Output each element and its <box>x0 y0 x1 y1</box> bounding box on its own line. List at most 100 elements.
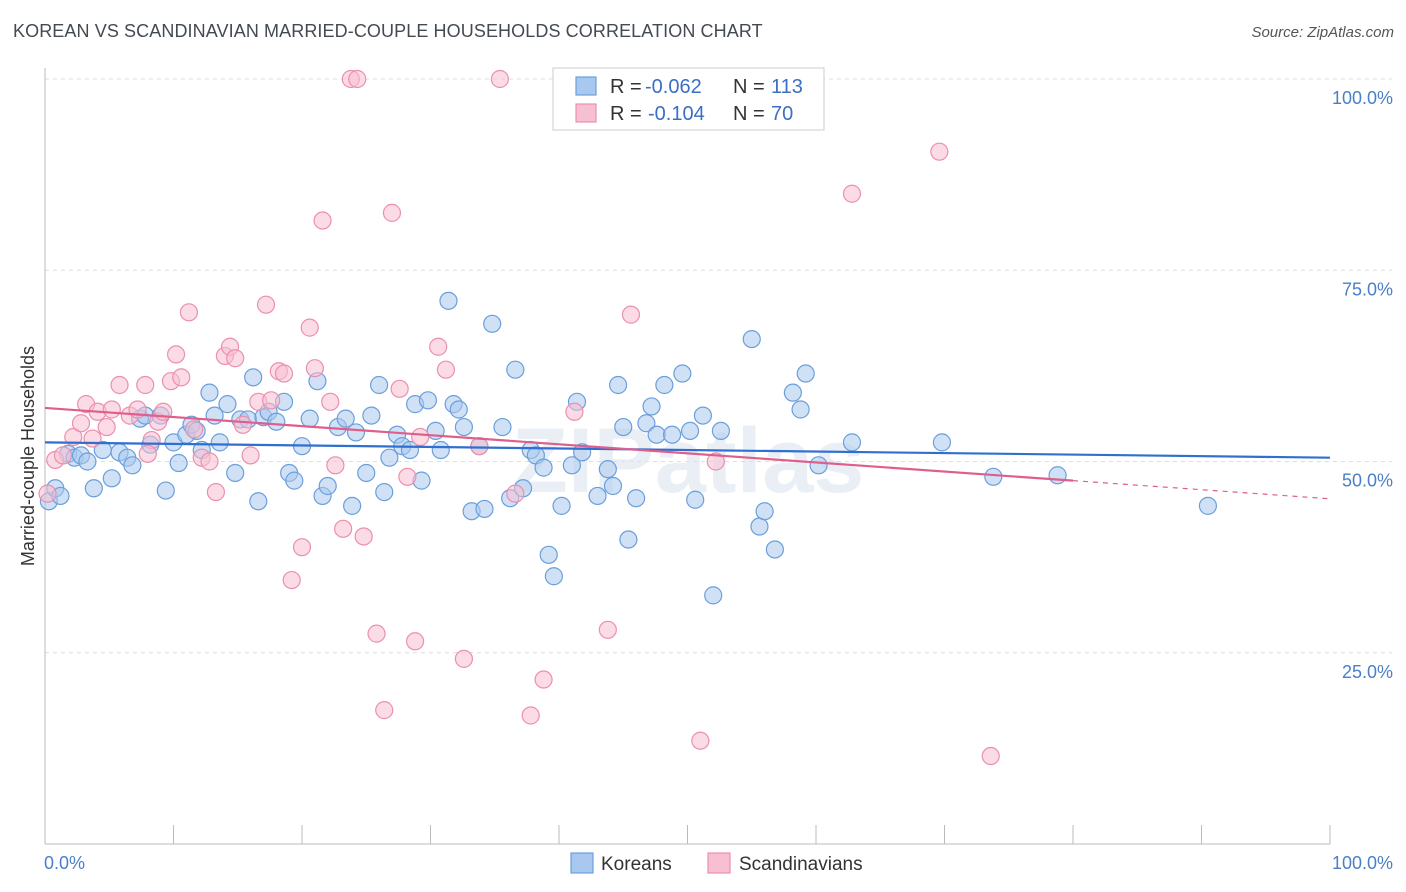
korean-point <box>483 314 502 333</box>
korean-point <box>493 417 512 437</box>
scandinavian-point <box>313 211 332 230</box>
korean-point <box>662 425 682 444</box>
korean-point <box>686 490 705 509</box>
scandinavian-point <box>382 203 402 222</box>
korean-point <box>765 540 784 559</box>
bottom-legend: Koreans Scandinavians <box>570 852 863 875</box>
scandinavian-point <box>305 359 324 378</box>
korean-point <box>439 291 458 310</box>
bottom-legend-label-scandinavians: Scandinavians <box>739 854 863 875</box>
korean-point <box>343 496 362 515</box>
korean-point <box>603 476 623 496</box>
scandinavian-point <box>706 452 725 471</box>
y-tick-label: 25.0% <box>1342 662 1393 682</box>
scandinavian-point <box>930 142 949 161</box>
legend-n-label-scandinavians: N = <box>733 103 765 125</box>
chart-title: KOREAN VS SCANDINAVIAN MARRIED-COUPLE HO… <box>13 21 763 41</box>
korean-point <box>169 453 188 473</box>
scandinavian-point <box>490 69 509 89</box>
korean-point <box>598 460 617 479</box>
scandinavian-point <box>411 427 430 447</box>
korean-point <box>226 463 245 483</box>
scandinavian-point <box>367 624 386 643</box>
korean-point <box>84 479 103 498</box>
legend-n-label-koreans: N = <box>733 76 765 98</box>
korean-point <box>562 456 581 475</box>
scandinavian-point <box>97 417 116 437</box>
scandinavian-point <box>71 414 91 433</box>
scandinavian-point <box>375 701 394 720</box>
scandinavian-point <box>398 467 417 486</box>
trend-lines <box>44 406 1331 500</box>
korean-point <box>506 360 525 379</box>
legend-swatch-koreans <box>575 76 597 96</box>
scandinavian-point <box>429 337 448 356</box>
scandinavian-point <box>206 483 226 502</box>
korean-point <box>285 471 304 490</box>
scandinavian-point <box>521 706 540 725</box>
korean-point <box>357 463 376 483</box>
y-axis-title: Married-couple Households <box>18 346 38 566</box>
korean-point <box>932 433 952 452</box>
scandinavian-point <box>454 649 474 668</box>
korean-point <box>1198 496 1218 515</box>
y-tick-label: 100.0% <box>1332 88 1393 108</box>
korean-point <box>249 492 268 511</box>
korean-point <box>704 586 723 605</box>
scandinavian-point <box>321 392 340 411</box>
scandinavian-point <box>621 305 641 324</box>
scandinavian-point <box>200 452 219 471</box>
korean-point <box>755 502 774 521</box>
korean-point <box>783 383 802 402</box>
trend-line-extension-scandinavians <box>1072 480 1331 500</box>
korean-point <box>750 517 769 536</box>
scandinavian-point <box>334 519 353 538</box>
scandinavian-point <box>38 484 57 503</box>
scandinavian-point <box>534 670 553 689</box>
korean-point <box>318 476 337 496</box>
scandinavian-point <box>64 427 83 447</box>
korean-point <box>210 433 229 452</box>
legend-swatch-scandinavians <box>575 103 597 123</box>
tick-labels: 25.0% 50.0% 75.0% 100.0% 0.0% 100.0% <box>44 88 1393 873</box>
korean-point <box>673 364 692 383</box>
scandinavian-point <box>354 527 373 546</box>
scandinavian-point <box>166 345 186 364</box>
korean-point <box>842 433 862 452</box>
scandinavian-point <box>262 391 281 410</box>
legend-r-label-scandinavians: R = <box>610 103 642 125</box>
korean-point <box>809 456 828 475</box>
korean-point <box>680 421 700 440</box>
korean-point <box>475 499 494 519</box>
korean-point <box>609 375 628 395</box>
scandinavian-point <box>842 184 862 203</box>
y-tick-label: 50.0% <box>1342 471 1393 491</box>
korean-point <box>156 481 175 500</box>
scandinavian-point <box>172 368 191 387</box>
korean-point <box>418 391 438 410</box>
legend-r-value-scandinavians: -0.104 <box>648 103 705 125</box>
scandinavian-point <box>138 444 157 463</box>
korean-point <box>711 421 731 440</box>
scandinavian-point <box>691 731 710 750</box>
trend-line-scandinavians <box>44 406 1074 482</box>
scandinavian-point <box>470 437 489 456</box>
korean-point <box>300 409 319 428</box>
korean-point <box>984 467 1003 486</box>
scandinavian-point <box>233 415 252 434</box>
scandinavian-point <box>981 746 1000 766</box>
scandinavian-point <box>506 484 525 503</box>
legend-box: R = -0.062 N = 113 R = -0.104 N = 70 <box>552 67 825 131</box>
y-tick-label: 75.0% <box>1342 279 1393 299</box>
scandinavian-point <box>274 364 294 383</box>
scandinavian-point <box>179 303 199 322</box>
korean-point <box>796 364 815 383</box>
bottom-legend-swatch-koreans <box>570 852 594 874</box>
scandinavian-point <box>136 375 155 395</box>
korean-point <box>642 397 661 416</box>
x-tick-label: 100.0% <box>1332 853 1393 873</box>
axes <box>44 68 1331 845</box>
korean-point <box>626 489 646 508</box>
korean-point <box>619 530 638 549</box>
korean-point <box>647 425 666 444</box>
